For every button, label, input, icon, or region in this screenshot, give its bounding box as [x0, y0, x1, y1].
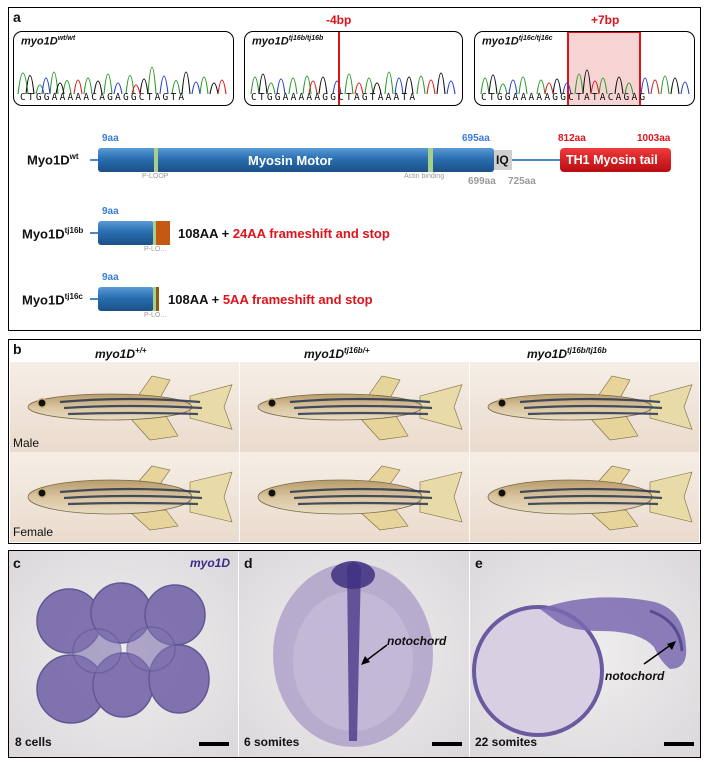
row-label-female: Female [13, 525, 54, 539]
tj16b-ploop-label: P-LO... [144, 246, 167, 253]
gene-label-myo1d: myo1D [190, 556, 231, 570]
notochord-arrow-d [361, 644, 388, 665]
row-label-male: Male [13, 436, 40, 450]
notochord-label-e: notochord [605, 669, 665, 683]
fish-photo-male-hom [470, 362, 699, 452]
tj16c-protein-name: Myo1Dtj16c [22, 292, 83, 308]
chromatogram-title-tj16c: myo1Dtj16c/tj16c [482, 35, 553, 48]
caudal-fin [419, 471, 463, 523]
fish-photo-male-het [240, 362, 469, 452]
embryo-photo-6somites [239, 551, 469, 757]
embryo-photo-22somites [470, 551, 700, 757]
panel-label-b: b [13, 341, 22, 357]
aa-695: 695aa [462, 133, 490, 144]
fish-photo-female-wt [10, 452, 239, 542]
panel-label-c: c [13, 555, 21, 571]
chromatogram-trace-wt [17, 66, 227, 95]
mutation-label-minus4: -4bp [326, 13, 352, 27]
scale-bar-c [199, 742, 229, 746]
chromatogram-tj16c: myo1Dtj16c/tj16c CTGGAAAAAGGCTATACAGAG [474, 31, 695, 106]
genotype-het: myo1Dtj16b/+ [304, 346, 370, 361]
stage-label-8cells: 8 cells [15, 735, 52, 749]
iq-domain [494, 150, 512, 170]
myosin-motor-domain [98, 148, 494, 172]
scale-bar-d [432, 742, 462, 746]
actin-binding-marker [428, 148, 433, 172]
wt-protein-name: Myo1Dwt [27, 152, 79, 168]
iq-label: IQ [496, 153, 509, 167]
wt-domain-diagram [90, 148, 671, 172]
chromatogram-title-tj16b: myo1Dtj16b/tj16b [252, 35, 324, 48]
stage-label-6somites: 6 somites [244, 735, 300, 749]
p-loop-label: P-LOOP [142, 173, 169, 180]
panel-label-d: d [244, 555, 253, 571]
th1-tail-domain [560, 148, 671, 172]
panel-label-a: a [13, 9, 21, 25]
actin-binding-label: Actin binding [404, 173, 445, 180]
aa-812: 812aa [558, 133, 586, 144]
aa-9-tj16b: 9aa [102, 206, 119, 217]
sequence-wt: CTGGAAAAACAGAGGCTAGTA [20, 92, 187, 103]
chromatogram-trace-tj16b [250, 32, 456, 105]
notochord-label-d: notochord [387, 634, 447, 648]
mutation-label-plus7: +7bp [591, 13, 620, 27]
caudal-fin [649, 471, 693, 523]
aa-725: 725aa [508, 176, 536, 187]
tail-label: TH1 Myosin tail [566, 153, 658, 167]
chromatogram-title-wt: myo1Dwt/wt [21, 35, 76, 48]
aa-9-wt: 9aa [102, 133, 119, 144]
stage-label-22somites: 22 somites [475, 735, 538, 749]
genotype-hom: myo1Dtj16b/tj16b [527, 346, 607, 361]
tj16b-domain-diagram [90, 221, 170, 245]
tj16c-domain-diagram [90, 287, 159, 311]
aa-1003: 1003aa [637, 133, 671, 144]
fish-photo-male-wt [10, 362, 239, 452]
aa-699: 699aa [468, 176, 496, 187]
sequence-tj16b: CTGGAAAAAGGCTAGTAAATA [251, 92, 418, 103]
aa-9-tj16c: 9aa [102, 272, 119, 283]
tj16b-description: 108AA + 24AA frameshift and stop [178, 226, 390, 241]
scale-bar-e [664, 742, 694, 746]
p-loop-marker [154, 148, 158, 172]
fish-photo-female-hom [470, 452, 699, 542]
chromatogram-trace-tj16c [480, 32, 690, 105]
panel-label-e: e [475, 555, 483, 571]
fish-photo-female-het [240, 452, 469, 542]
tj16b-protein-name: Myo1Dtj16b [22, 226, 84, 242]
tj16c-description: 108AA + 5AA frameshift and stop [168, 292, 373, 307]
tj16c-ploop-label: P-LO... [144, 312, 167, 319]
caudal-fin [189, 471, 233, 523]
chromatogram-tj16b: myo1Dtj16b/tj16b CTGGAAAAAGGCTAGTAAATA [244, 31, 463, 106]
genotype-wt: myo1D+/+ [95, 346, 147, 361]
myosin-motor-label: Myosin Motor [248, 153, 333, 168]
notochord-arrow-e [643, 641, 676, 665]
embryo-photo-8cells [9, 551, 238, 757]
sequence-tj16c: CTGGAAAAAGGCTATACAGAG [481, 92, 648, 103]
chromatogram-wt: myo1Dwt/wt CTGGAAAAACAGAGGCTAGTA [13, 31, 234, 106]
